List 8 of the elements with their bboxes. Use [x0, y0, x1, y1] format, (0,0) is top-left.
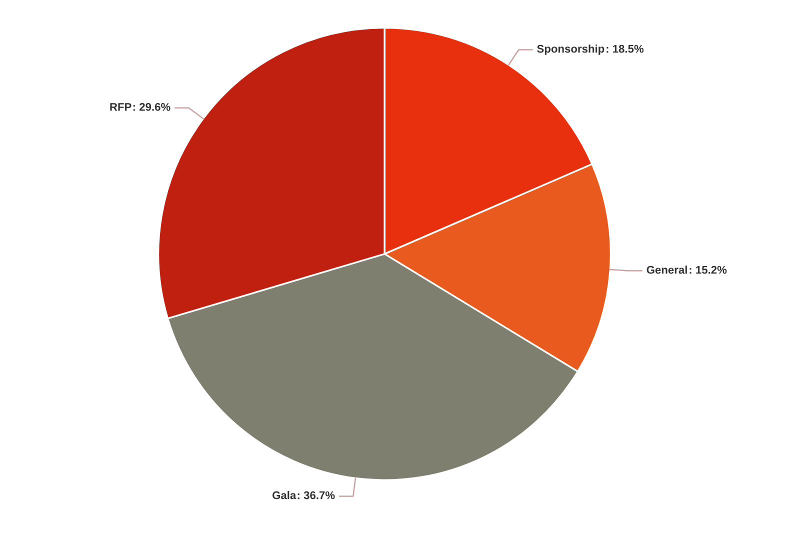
slice-label: General — [646, 266, 687, 274]
slice-label: RFP — [110, 103, 132, 111]
data-label: : 18.5% — [606, 44, 644, 53]
data-label: : 36.7% — [298, 491, 335, 500]
data-label: : 29.6% — [133, 102, 170, 111]
slice-label: Gala — [272, 491, 296, 500]
slice-label: Sponsorship — [537, 44, 604, 55]
data-label: : 15.2% — [690, 266, 727, 274]
